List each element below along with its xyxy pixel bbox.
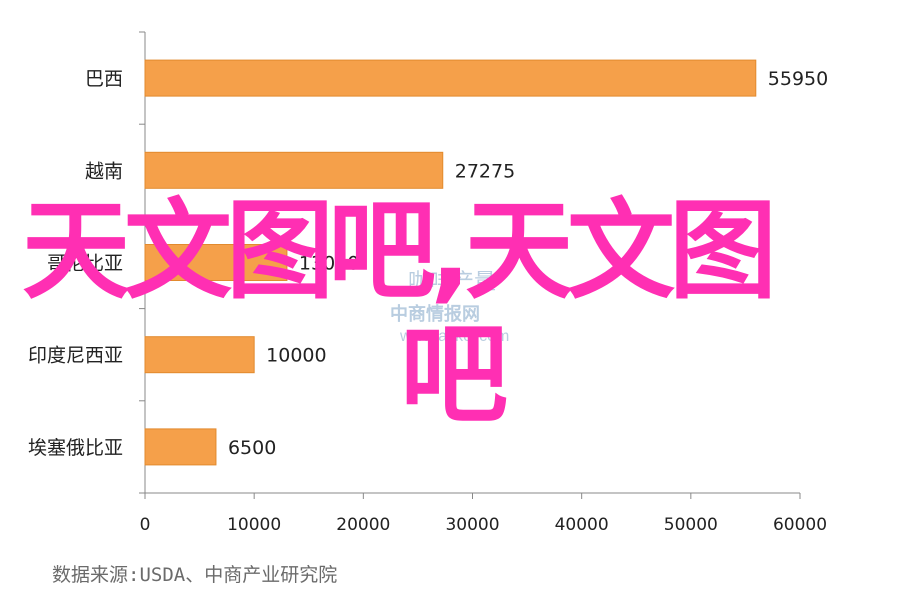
bars (144, 59, 757, 466)
bar (144, 244, 288, 281)
watermark-line-1: 天文图吧,天文图 (22, 189, 777, 314)
watermark-faint-title: 咖啡产量 (408, 269, 497, 294)
category-label: 埃塞俄比亚 (28, 437, 123, 459)
value-label: 6500 (228, 437, 276, 459)
bar (144, 336, 255, 374)
x-tick-label: 0 (140, 515, 151, 535)
x-tick-label: 20000 (336, 515, 390, 535)
watermark-line-2: 吧 (400, 313, 509, 438)
watermark-faint-site: 中商情报网 (390, 304, 480, 324)
value-label: 10000 (266, 345, 326, 367)
value-label: 27275 (455, 160, 515, 182)
value-label: 55950 (768, 68, 828, 90)
x-tick-label: 60000 (773, 515, 827, 535)
x-axis: 0 10000 20000 30000 40000 50000 60000 (140, 492, 827, 535)
watermark-faint-url: www.askci.com (400, 328, 510, 345)
category-label: 越南 (85, 160, 123, 182)
bar (144, 151, 444, 189)
value-labels: 55950 27275 13000 10000 6500 (228, 68, 828, 459)
category-label: 巴西 (85, 68, 123, 90)
x-tick-label: 40000 (555, 515, 609, 535)
category-label: 哥伦比亚 (47, 253, 123, 275)
x-tick-label: 10000 (227, 515, 281, 535)
x-tick-label: 30000 (445, 515, 499, 535)
bar (144, 59, 757, 97)
x-tick-label: 50000 (664, 515, 718, 535)
value-label: 13000 (299, 253, 359, 275)
bar (144, 428, 217, 466)
category-label: 印度尼西亚 (28, 345, 123, 367)
source-note: 数据来源:USDA、中商产业研究院 (52, 564, 338, 586)
